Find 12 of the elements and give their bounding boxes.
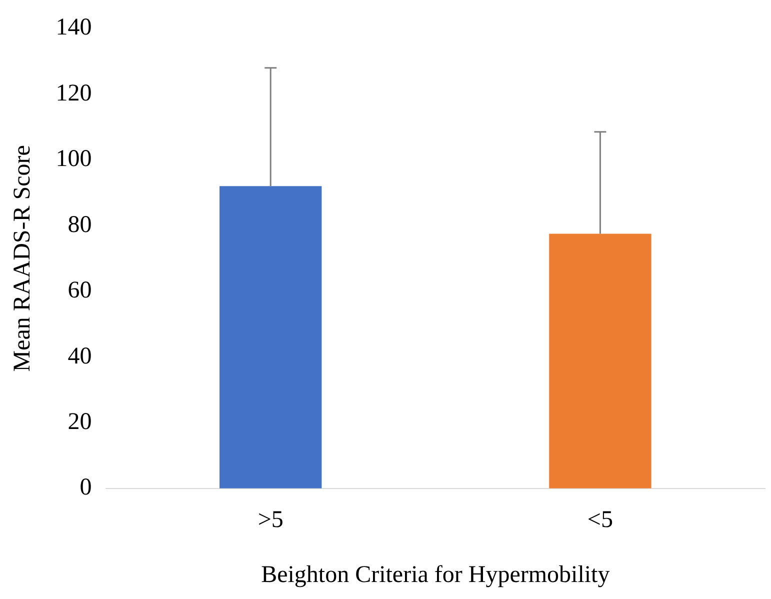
y-tick-label: 60 — [68, 278, 92, 304]
x-tick-label: >5 — [258, 507, 284, 534]
y-tick-label: 0 — [80, 474, 92, 501]
y-tick-label: 140 — [56, 14, 92, 41]
y-tick-label: 80 — [68, 212, 92, 238]
y-tick-label: 20 — [68, 408, 92, 435]
y-axis-title: Mean RAADS-R Score — [10, 145, 36, 372]
x-axis-title: Beighton Criteria for Hypermobility — [261, 562, 610, 588]
x-tick-label: <5 — [587, 507, 613, 534]
y-tick-label: 40 — [68, 343, 92, 370]
y-tick-label: 120 — [56, 80, 92, 106]
y-tick-label: 100 — [56, 146, 92, 172]
